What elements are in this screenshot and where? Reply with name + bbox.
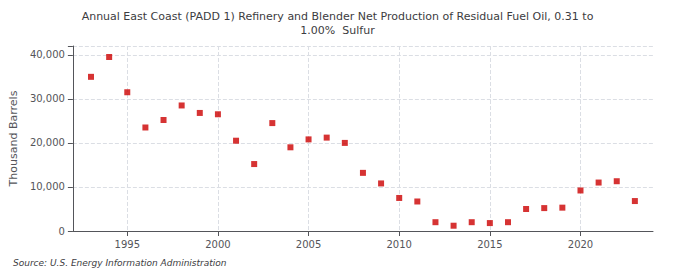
- svg-text:2015: 2015: [477, 239, 502, 250]
- svg-text:1995: 1995: [115, 239, 140, 250]
- svg-text:1.00% Sulfur: 1.00% Sulfur: [300, 24, 375, 37]
- svg-text:Annual East Coast (PADD 1) Ref: Annual East Coast (PADD 1) Refinery and …: [82, 10, 594, 23]
- svg-text:Source: U.S. Energy Informatio: Source: U.S. Energy Information Administ…: [13, 258, 227, 268]
- svg-text:30,000: 30,000: [30, 93, 65, 104]
- svg-text:0: 0: [59, 226, 65, 237]
- svg-text:40,000: 40,000: [30, 49, 65, 60]
- svg-text:10,000: 10,000: [30, 181, 65, 192]
- svg-text:20,000: 20,000: [30, 137, 65, 148]
- svg-text:Thousand Barrels: Thousand Barrels: [7, 90, 20, 187]
- svg-text:2010: 2010: [386, 239, 411, 250]
- svg-text:2020: 2020: [568, 239, 593, 250]
- svg-text:2000: 2000: [205, 239, 230, 250]
- svg-text:2005: 2005: [296, 239, 321, 250]
